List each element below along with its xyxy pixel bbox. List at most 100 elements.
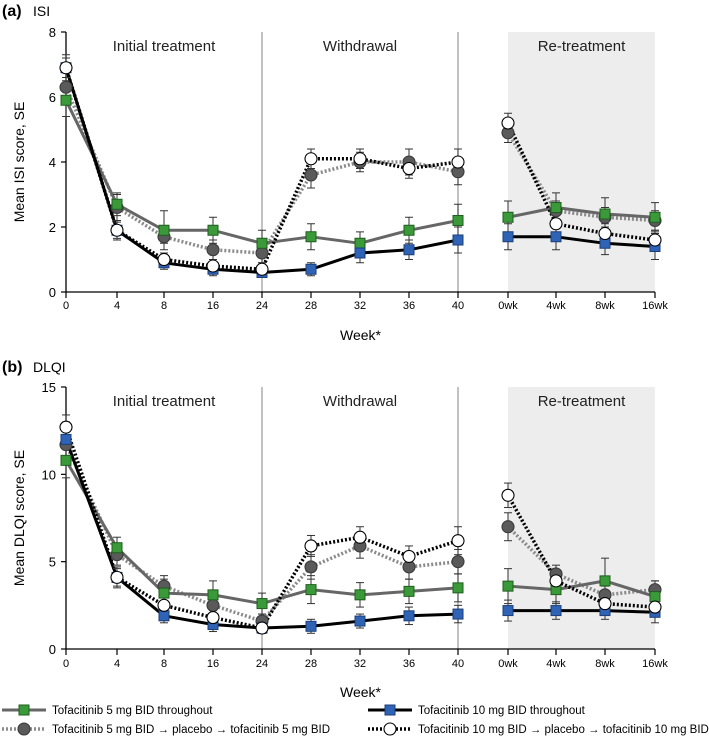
data-point-s5 [158,224,170,236]
x-tick-label: 0 [63,300,69,312]
x-tick-label: 4wk [546,300,566,312]
data-point-s10 [354,247,366,259]
data-point-p5 [304,560,318,574]
x-tick-label: 16wk [642,658,668,670]
data-point-s5 [550,202,562,213]
y-tick-label: 0 [49,285,56,300]
data-point-p10 [598,226,612,241]
y-tick-label: 2 [49,220,56,235]
x-tick-label: 24 [256,658,268,670]
data-point-s5 [354,237,366,249]
legend-item-s5: Tofacitinib 5 mg BID throughout [2,704,213,717]
panel-dlqi: (b) DLQI Initial treatment Withdrawal Re-tre… [2,359,668,700]
x-tick-label: 4 [114,300,120,312]
data-point-p10 [402,549,416,563]
retreatment-shade [508,32,655,292]
data-point-s5 [354,589,366,601]
data-point-p5 [501,520,515,534]
data-point-p10 [110,223,124,237]
data-point-p10 [255,621,269,635]
data-point-s5 [305,584,317,596]
phase-label: Withdrawal [323,393,397,410]
x-tick-label: 16 [207,300,219,312]
data-point-s5 [207,589,219,601]
y-tick-label: 6 [49,90,56,105]
series-line-p10 [506,122,656,242]
data-point-s5 [649,591,661,603]
data-point-p5 [59,80,73,94]
data-point-p5 [206,598,220,612]
series-line-s10 [508,235,656,248]
data-point-s5 [599,208,611,220]
data-point-p10 [451,155,465,169]
data-point-p10 [353,530,367,544]
data-point-p10 [501,488,515,502]
y-tick-label: 10 [42,467,56,482]
data-point-s5 [60,454,72,466]
x-tick-label: 16wk [642,300,668,312]
y-axis-title: Mean DLQI score, SE [11,450,27,586]
panel-label: (a) [2,3,22,20]
x-tick-label: 0wk [498,300,518,312]
x-tick-label: 16 [207,658,219,670]
data-point-s5 [256,598,268,610]
data-point-s5 [502,211,514,223]
data-point-p5 [451,555,465,569]
x-tick-label: 40 [452,658,464,670]
legend-item-p10: Tofacitinib 10 mg BID → placebo → tofaci… [368,722,709,736]
data-point-s5 [502,580,514,592]
x-tick-label: 8wk [595,300,615,312]
panel-label: (b) [2,359,22,376]
phase-label: Re-treatment [538,38,626,55]
x-tick-label: 36 [403,658,415,670]
data-point-p10 [206,259,220,273]
data-point-s10 [452,608,464,620]
legend-label: Tofacitinib 5 mg BID throughout [52,705,213,717]
data-point-p5 [304,168,318,182]
x-tick-label: 0wk [498,658,518,670]
phase-label: Initial treatment [113,393,216,410]
data-point-s5 [599,575,611,587]
y-tick-label: 4 [49,155,56,170]
data-point-s10 [502,231,514,243]
data-point-s5 [649,211,661,223]
x-tick-label: 32 [354,300,366,312]
legend-marker [384,704,396,716]
data-point-s10 [502,605,514,617]
data-point-p10 [549,217,563,231]
data-point-p10 [157,252,171,267]
series-line-s5 [507,206,656,219]
data-point-s10 [403,610,415,622]
data-point-s5 [111,198,123,210]
data-point-p10 [206,611,220,625]
x-tick-label: 8wk [595,658,615,670]
data-point-s5 [403,585,415,597]
data-point-p10 [353,152,367,166]
phase-label: Withdrawal [323,38,397,55]
data-point-s10 [550,605,562,617]
data-point-p10 [598,597,612,611]
x-tick-label: 28 [305,300,317,312]
data-point-s5 [305,231,317,243]
y-axis-title: Mean ISI score, SE [11,102,27,223]
legend-label: Tofacitinib 10 mg BID throughout [418,705,586,717]
legend-marker [17,722,31,736]
series-line-p10 [506,494,656,609]
data-point-p5 [255,246,269,260]
x-tick-label: 4 [114,658,120,670]
data-point-s10 [305,620,317,632]
data-point-s10 [60,433,72,445]
y-tick-label: 5 [49,555,56,570]
data-point-s10 [452,234,464,246]
data-point-s5 [256,237,268,249]
data-point-s5 [207,224,219,236]
data-point-p10 [110,570,124,584]
data-point-p10 [648,233,662,247]
panel-isi: (a) ISI Initial treatment Withdrawal Re-trea… [2,3,668,343]
legend-label: Tofacitinib 5 mg BID → placebo → tofacit… [52,724,330,736]
data-point-s5 [452,582,464,594]
data-point-s5 [60,94,72,106]
data-point-p10 [59,61,73,75]
data-point-s10 [158,610,170,622]
